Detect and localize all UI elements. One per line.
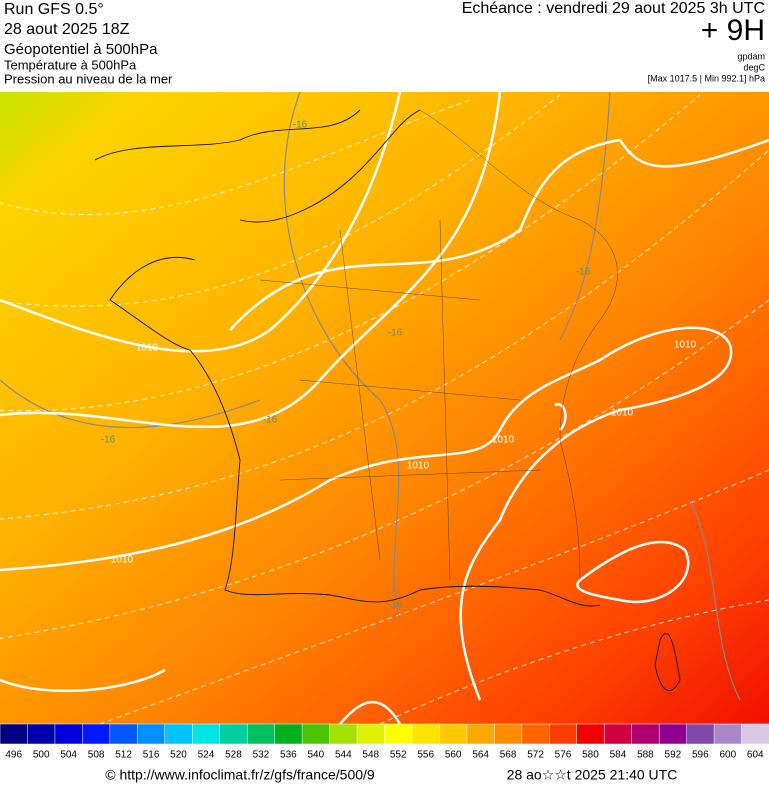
colorbar-label: 568 [500,750,517,761]
field: Géopotentiel à 500hPa [4,41,158,58]
colorbar-swatch [686,723,715,745]
contour-label: -16 [388,328,403,339]
colorbar-label: 604 [747,750,764,761]
colorbar-label: 576 [555,750,572,761]
contour-labels: -16 -16 -16 -16 -16 -16 1010 1010 1010 1010 1010 10… [101,120,697,611]
colorbar-label: 536 [280,750,297,761]
footer: © http://www.infoclimat.fr/z/gfs/france/… [105,767,677,783]
colorbar-swatch [658,723,688,745]
colorbar-label: 600 [719,750,736,761]
colorbar-swatch [329,723,358,745]
contour-label: 1010 [674,340,697,351]
geopotential-lines [0,92,741,701]
run: Run GFS 0.5° [4,1,104,18]
colorbar-label: 572 [527,750,544,761]
colorbar-label: 512 [115,750,132,761]
colorbar-swatch [54,723,84,745]
contour-label: 1010 [492,435,515,446]
pressure-isobars [0,92,769,724]
colorbar-swatch [494,723,523,745]
colorbar-swatch [713,723,743,745]
colorbar-swatch [192,723,221,745]
colorbar-label: 584 [610,750,627,761]
lead-time: + 9H [701,14,765,47]
colorbar-label: 580 [582,750,599,761]
run-date: 28 aout 2025 18Z [4,21,130,38]
contour-label: -16 [576,267,591,278]
colorbar-label: 564 [472,750,489,761]
contour-label: 1010 [407,461,430,472]
borders [259,109,618,581]
contour-label: 1010 [111,555,134,566]
colorbar-swatch [631,723,660,745]
colorbar-swatch [27,723,56,745]
timestamp: 28 ao☆☆t 2025 21:40 UTC [507,767,678,783]
echeance: Echéance : vendredi 29 aout 2025 3h UTC [462,0,765,17]
coastlines [94,109,681,692]
colorbar-label: 588 [637,750,654,761]
header: Run GFS 0.5° 28 aout 2025 18Z Géopotenti… [4,0,766,86]
colorbar-swatch [82,723,111,745]
colorbar-label: 532 [253,750,270,761]
colorbar: 496 500 504 508 512 516 520 524 528 532 536 540 544 5… [0,723,769,761]
colorbar-swatch [521,723,551,745]
colorbar-label: 516 [143,750,160,761]
colorbar-label: 500 [33,750,50,761]
colorbar-label: 540 [307,750,324,761]
colorbar-label: 504 [60,750,77,761]
colorbar-label: 544 [335,750,352,761]
colorbar-label: 596 [692,750,709,761]
field: Pression au niveau de la mer [4,71,173,86]
colorbar-swatch [0,723,29,745]
colorbar-label: 528 [225,750,242,761]
unit: gpdam [737,51,765,61]
contour-label: -16 [101,435,116,446]
colorbar-swatch [109,723,139,745]
temperature-isolines [0,94,769,724]
colorbar-swatch [439,723,468,745]
colorbar-swatch [741,723,769,745]
colorbar-swatch [301,723,331,745]
contour-label: -16 [263,415,278,426]
colorbar-label: 548 [362,750,379,761]
field: Température à 500hPa [4,57,137,72]
contour-label: 1010 [611,408,634,419]
colorbar-label: 560 [445,750,462,761]
colorbar-label: 552 [390,750,407,761]
map: -16 -16 -16 -16 -16 -16 1010 1010 1010 1010 1010 10… [0,92,769,724]
colorbar-label: 496 [5,750,22,761]
colorbar-label: 508 [88,750,105,761]
contour-label: 1010 [136,343,159,354]
contour-label: -16 [388,600,403,611]
colorbar-swatch [466,723,496,745]
colorbar-label: 520 [170,750,187,761]
colorbar-label: 556 [417,750,434,761]
unit: degC [743,62,765,72]
colorbar-swatch [219,723,248,745]
colorbar-label: 524 [198,750,215,761]
colorbar-swatch [356,723,386,745]
colorbar-swatch [274,723,303,745]
colorbar-swatch [137,723,166,745]
colorbar-swatch [164,723,194,745]
colorbar-swatch [384,723,413,745]
pressure-range: [Max 1017.5 | Min 992.1] hPa [648,73,765,83]
colorbar-swatch [603,723,633,745]
contour-label: -16 [293,120,308,131]
colorbar-swatch [549,723,578,745]
source: © http://www.infoclimat.fr/z/gfs/france/… [105,767,375,783]
colorbar-label: 592 [665,750,682,761]
colorbar-swatch [246,723,276,745]
colorbar-swatch [411,723,441,745]
colorbar-swatch [576,723,605,745]
